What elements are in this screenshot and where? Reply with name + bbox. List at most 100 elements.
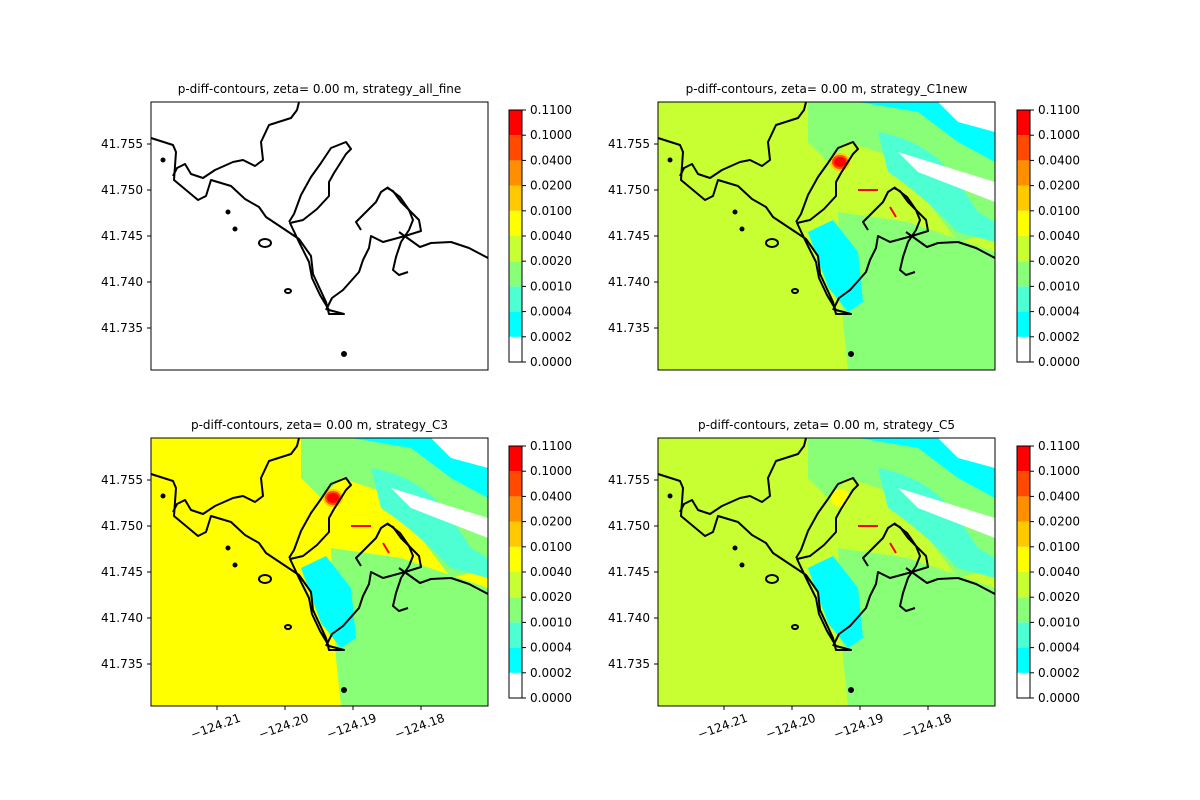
coastline-bay: [325, 523, 422, 647]
coastline-rock: [341, 351, 347, 357]
y-tick-label: 41.755: [101, 473, 143, 487]
colorbar-segment: [1017, 160, 1030, 186]
coastline-north: [679, 437, 807, 515]
colorbar-segment: [1017, 286, 1030, 312]
colorbar-segment: [509, 236, 522, 262]
colorbar-label: 0.0000: [530, 355, 572, 369]
coastline-rock: [739, 226, 745, 232]
x-tick-label: −124.20: [257, 711, 311, 742]
colorbar-label: 0.0100: [1038, 204, 1080, 218]
colorbar-segment: [1017, 446, 1030, 472]
colorbar-segment: [1017, 185, 1030, 211]
colorbar-segment: [509, 647, 522, 673]
coastline-island: [765, 574, 779, 584]
y-tick-label: 41.750: [608, 183, 650, 197]
colorbar-label: 0.0002: [1038, 330, 1080, 344]
y-tick-label: 41.740: [608, 275, 650, 289]
colorbar-label: 0.0002: [1038, 666, 1080, 680]
coastline-islet: [791, 288, 799, 294]
coastline-bay: [832, 523, 929, 647]
contour-field: [151, 102, 488, 370]
colorbar-segment: [509, 135, 522, 161]
colorbar-label: 0.1000: [530, 128, 572, 142]
x-tick-label: −124.19: [325, 711, 379, 742]
coastline-north: [172, 101, 300, 179]
coastline-rock: [732, 209, 738, 215]
y-tick-label: 41.740: [101, 275, 143, 289]
panel-title: p-diff-contours, zeta= 0.00 m, strategy_…: [686, 82, 968, 96]
colorbar-label: 0.0100: [1038, 540, 1080, 554]
colorbar-label: 0.0004: [1038, 641, 1080, 655]
coastline-islet: [284, 624, 292, 630]
colorbar-segment: [509, 311, 522, 337]
colorbar-segment: [1017, 521, 1030, 547]
x-tick-label: −124.21: [696, 711, 750, 742]
x-tick-label: −124.21: [189, 711, 243, 742]
field-region-yellow: [151, 548, 321, 706]
colorbar-label: 0.0040: [530, 565, 572, 579]
y-tick-label: 41.750: [101, 519, 143, 533]
field-region-cyan: [808, 220, 863, 312]
panel-2: p-diff-contours, zeta= 0.00 m, strategy_…: [608, 82, 1080, 371]
colorbar-label: 0.0020: [1038, 590, 1080, 604]
y-tick-label: 41.755: [101, 137, 143, 151]
coastline-rock: [732, 545, 738, 551]
coastline-rock: [739, 562, 745, 568]
panel-title: p-diff-contours, zeta= 0.00 m, strategy_…: [698, 418, 955, 432]
colorbar-label: 0.0020: [530, 254, 572, 268]
coastline-rock: [160, 157, 166, 163]
field-white-band: [898, 488, 995, 538]
colorbar-label: 0.0100: [530, 540, 572, 554]
colorbar-label: 0.0020: [1038, 254, 1080, 268]
colorbar-label: 0.0000: [1038, 691, 1080, 705]
colorbar-label: 0.0004: [530, 305, 572, 319]
coastline: [150, 101, 489, 357]
colorbar-segment: [509, 622, 522, 648]
coastline-main: [657, 137, 859, 315]
colorbar-label: 0.0200: [530, 179, 572, 193]
coastline-bay: [325, 187, 422, 311]
field-white-ne: [938, 438, 995, 468]
y-tick-label: 41.735: [608, 321, 650, 335]
colorbar-segment: [509, 210, 522, 236]
y-tick-label: 41.735: [608, 657, 650, 671]
colorbar-label: 0.1100: [1038, 103, 1080, 117]
y-tick-label: 41.745: [101, 565, 143, 579]
coastline: [150, 437, 489, 693]
field-region-lower: [838, 548, 995, 706]
field-white-ne: [431, 438, 488, 468]
colorbar-segment: [1017, 496, 1030, 522]
colorbar-segment: [509, 160, 522, 186]
coastline-main: [150, 473, 352, 651]
colorbar-segment: [1017, 546, 1030, 572]
colorbar-segment: [509, 521, 522, 547]
colorbar-label: 0.1000: [1038, 128, 1080, 142]
colorbar-label: 0.0010: [530, 615, 572, 629]
colorbar-segment: [509, 185, 522, 211]
colorbar-label: 0.0100: [530, 204, 572, 218]
panel-title: p-diff-contours, zeta= 0.00 m, strategy_…: [178, 82, 462, 96]
colorbar-label: 0.0400: [530, 153, 572, 167]
coastline-island: [258, 238, 272, 248]
colorbar-label: 0.0000: [1038, 355, 1080, 369]
colorbar-segment: [1017, 647, 1030, 673]
coastline-rock: [232, 226, 238, 232]
colorbar-segment: [509, 672, 522, 698]
hotspot-core: [327, 493, 339, 503]
colorbar-label: 0.0200: [1038, 515, 1080, 529]
y-tick-label: 41.740: [101, 611, 143, 625]
colorbar-segment: [1017, 471, 1030, 497]
x-tick-label: −124.19: [832, 711, 886, 742]
colorbar-segment: [1017, 336, 1030, 362]
colorbar-segment: [509, 446, 522, 472]
colorbar: 0.0000 0.0002 0.0004 0.0010 0.0020 0.0040 0.01…: [1016, 103, 1080, 369]
colorbar-segment: [509, 546, 522, 572]
colorbar-segment: [1017, 210, 1030, 236]
coastline-rock: [225, 209, 231, 215]
colorbar-label: 0.0400: [1038, 489, 1080, 503]
colorbar-label: 0.1100: [530, 439, 572, 453]
colorbar-segment: [1017, 672, 1030, 698]
colorbar-segment: [1017, 597, 1030, 623]
colorbar-segment: [509, 336, 522, 362]
coastline-east: [398, 567, 489, 595]
